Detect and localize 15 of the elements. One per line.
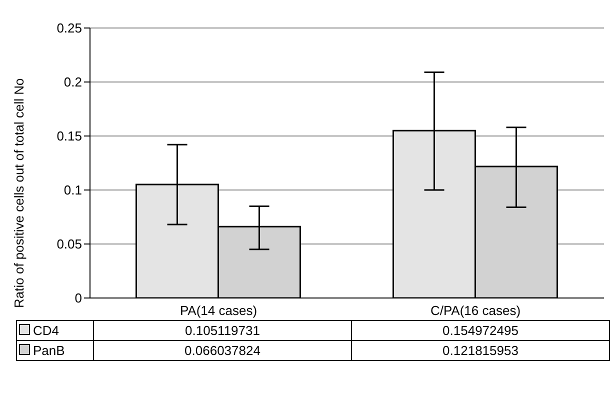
legend-label: PanB [16, 340, 94, 360]
y-tick-label: 0.05 [56, 236, 82, 252]
y-tick-label: 0 [74, 290, 82, 306]
data-label: 0.121815953 [352, 340, 610, 360]
x-tick-label: C/PA(16 cases) [430, 303, 521, 318]
x-tick-label: PA(14 cases) [180, 303, 258, 318]
data-label: 0.066037824 [94, 340, 352, 360]
y-tick-label: 0.25 [56, 20, 82, 36]
data-label: 0.154972495 [352, 320, 610, 340]
y-tick-label: 0.15 [56, 128, 82, 144]
legend-label: CD4 [16, 320, 94, 340]
y-tick-label: 0.1 [64, 182, 82, 198]
y-tick-label: 0.2 [64, 74, 82, 90]
data-label: 0.105119731 [94, 320, 352, 340]
y-axis-title: Ratio of positive cells out of total cell No [12, 78, 27, 308]
